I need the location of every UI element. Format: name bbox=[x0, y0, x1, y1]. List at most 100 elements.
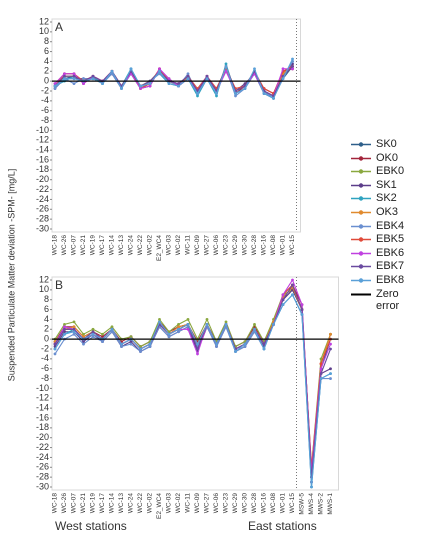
point bbox=[148, 82, 152, 86]
legend-swatch bbox=[351, 278, 371, 283]
legend-label: SK1 bbox=[376, 178, 397, 191]
point bbox=[72, 82, 76, 86]
point bbox=[91, 74, 95, 78]
point bbox=[120, 87, 123, 90]
y-tick-label: -2 bbox=[41, 343, 49, 353]
point bbox=[167, 335, 171, 339]
point bbox=[53, 352, 57, 356]
x-tick-label: WC-30 bbox=[242, 235, 249, 256]
point bbox=[224, 320, 228, 324]
plot-frame bbox=[51, 276, 339, 491]
point bbox=[139, 350, 142, 353]
legend-swatch bbox=[351, 183, 371, 188]
point bbox=[167, 82, 171, 86]
y-tick-label: -16 bbox=[36, 412, 49, 422]
y-tick-label: 10 bbox=[39, 284, 49, 294]
series-line bbox=[54, 58, 293, 100]
y-tick-label: -18 bbox=[36, 164, 49, 174]
point bbox=[205, 74, 209, 78]
x-tick-label: WC-26 bbox=[61, 235, 68, 256]
point bbox=[243, 87, 247, 90]
point bbox=[281, 77, 285, 81]
point bbox=[329, 332, 332, 336]
point bbox=[300, 308, 304, 311]
x-tick-label: WC-07 bbox=[71, 235, 78, 256]
point bbox=[101, 335, 104, 339]
x-tick-label: WC-22 bbox=[137, 235, 144, 256]
x-tick-label: WC-02 bbox=[175, 493, 182, 514]
y-tick-label: -6 bbox=[41, 363, 49, 373]
y-tick-label: -20 bbox=[36, 174, 49, 184]
series-line bbox=[54, 278, 332, 473]
series-line bbox=[54, 288, 331, 483]
legend-marker bbox=[358, 278, 364, 283]
point bbox=[82, 342, 85, 346]
y-axis-label: Suspended Particulate Matter deviation -… bbox=[6, 169, 16, 382]
point bbox=[148, 342, 152, 346]
legend-marker bbox=[358, 183, 364, 188]
x-tick-label: WC-19 bbox=[90, 235, 97, 256]
legend-item: SK0 bbox=[350, 138, 434, 152]
point bbox=[139, 345, 142, 348]
x-group-label: West stations bbox=[55, 519, 127, 533]
point bbox=[224, 69, 228, 73]
y-tick-label: -4 bbox=[41, 353, 49, 363]
x-tick-label: WC-08 bbox=[270, 493, 277, 514]
y-tick-label: -26 bbox=[36, 462, 49, 472]
x-tick-label: WC-28 bbox=[251, 235, 258, 256]
y-tick-label: -6 bbox=[41, 105, 49, 115]
x-tick-label: WC-14 bbox=[109, 235, 116, 256]
point bbox=[196, 94, 199, 98]
x-tick-label: WC-30 bbox=[242, 493, 249, 514]
point bbox=[329, 342, 332, 346]
point bbox=[186, 322, 190, 326]
series-line bbox=[54, 283, 332, 468]
point bbox=[319, 372, 323, 376]
x-tick-label: E2_WC4 bbox=[156, 235, 163, 261]
x-tick-label: WC-15 bbox=[289, 493, 296, 514]
legend-marker bbox=[358, 142, 364, 147]
x-tick-label: WC-21 bbox=[80, 235, 87, 256]
point bbox=[177, 322, 180, 326]
x-tick-label: WC-09 bbox=[194, 493, 201, 514]
x-group-label: East stations bbox=[248, 519, 317, 533]
point bbox=[281, 67, 285, 71]
x-tick-label: WC-08 bbox=[270, 235, 277, 256]
y-tick-label: 0 bbox=[44, 334, 49, 344]
x-tick-label: WC-07 bbox=[71, 493, 78, 514]
legend-item: EBK4 bbox=[350, 220, 434, 234]
point bbox=[72, 72, 76, 76]
point bbox=[82, 332, 85, 336]
legend-item: OK3 bbox=[350, 206, 434, 220]
x-tick-label: MSW-5 bbox=[299, 493, 306, 515]
point bbox=[291, 57, 294, 61]
legend-label: EBK5 bbox=[376, 233, 405, 246]
y-tick-label: 4 bbox=[44, 56, 49, 66]
x-tick-label: WC-21 bbox=[80, 493, 87, 514]
y-tick-label: -12 bbox=[36, 393, 49, 403]
x-tick-label: WC-11 bbox=[185, 493, 192, 513]
point bbox=[139, 84, 142, 88]
point bbox=[101, 332, 104, 336]
legend-item: EBK7 bbox=[350, 260, 434, 274]
legend-item: OK0 bbox=[350, 152, 434, 166]
y-tick-label: -10 bbox=[36, 383, 49, 393]
point bbox=[177, 84, 180, 88]
legend-marker bbox=[358, 264, 364, 270]
x-tick-label: WC-17 bbox=[99, 235, 106, 256]
point bbox=[120, 345, 123, 348]
point bbox=[53, 347, 57, 351]
x-tick-label: WC-24 bbox=[128, 493, 135, 514]
legend-swatch bbox=[351, 210, 371, 215]
legend: SK0 OK0 EBK0 SK1 SK2 OK3 EBK4 EBK5 EBK6 EBK7 EBK8 Z… bbox=[350, 138, 434, 312]
x-tick-label: WC-01 bbox=[280, 493, 287, 514]
point bbox=[101, 82, 104, 86]
x-tick-label: WC-18 bbox=[52, 493, 59, 514]
legend-item: SK2 bbox=[350, 192, 434, 206]
point bbox=[281, 293, 285, 297]
point bbox=[262, 342, 266, 346]
point bbox=[63, 74, 66, 78]
y-tick-label: 12 bbox=[39, 16, 49, 26]
y-tick-label: -28 bbox=[36, 214, 49, 224]
x-tick-label: WC-29 bbox=[232, 493, 239, 514]
